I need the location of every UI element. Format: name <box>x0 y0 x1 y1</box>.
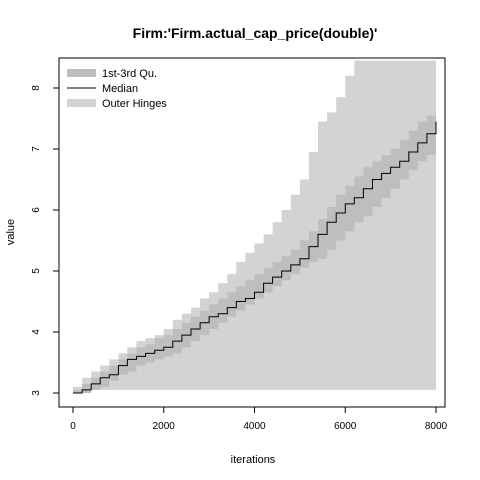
y-axis: 3 4 5 6 7 8 <box>31 85 60 396</box>
x-tick-label: 0 <box>70 421 76 432</box>
x-tick-label: 2000 <box>153 421 176 432</box>
outer-hinges-band <box>73 60 436 390</box>
median-line <box>73 121 437 394</box>
y-tick-label: 5 <box>31 268 42 274</box>
bands-layer <box>73 60 436 394</box>
chart-title: Firm:'Firm.actual_cap_price(double)' <box>133 25 378 41</box>
y-axis-label: value <box>5 219 17 245</box>
median-layer <box>73 121 437 394</box>
legend-label: Median <box>102 83 138 95</box>
y-tick-label: 8 <box>31 85 42 91</box>
x-tick-label: 8000 <box>425 421 448 432</box>
legend-label: Outer Hinges <box>102 98 167 110</box>
x-axis: 0 2000 4000 6000 8000 <box>70 406 448 432</box>
y-tick-label: 4 <box>31 329 42 335</box>
y-tick-label: 6 <box>31 207 42 213</box>
x-tick-label: 6000 <box>334 421 357 432</box>
x-tick-label: 4000 <box>243 421 266 432</box>
y-tick-label: 7 <box>31 146 42 152</box>
legend-label: 1st-3rd Qu. <box>102 68 157 80</box>
x-axis-label: iterations <box>231 454 276 466</box>
y-tick-label: 3 <box>31 390 42 396</box>
quartile-band <box>73 112 436 394</box>
legend: 1st-3rd Qu. Median Outer Hinges <box>67 68 167 110</box>
